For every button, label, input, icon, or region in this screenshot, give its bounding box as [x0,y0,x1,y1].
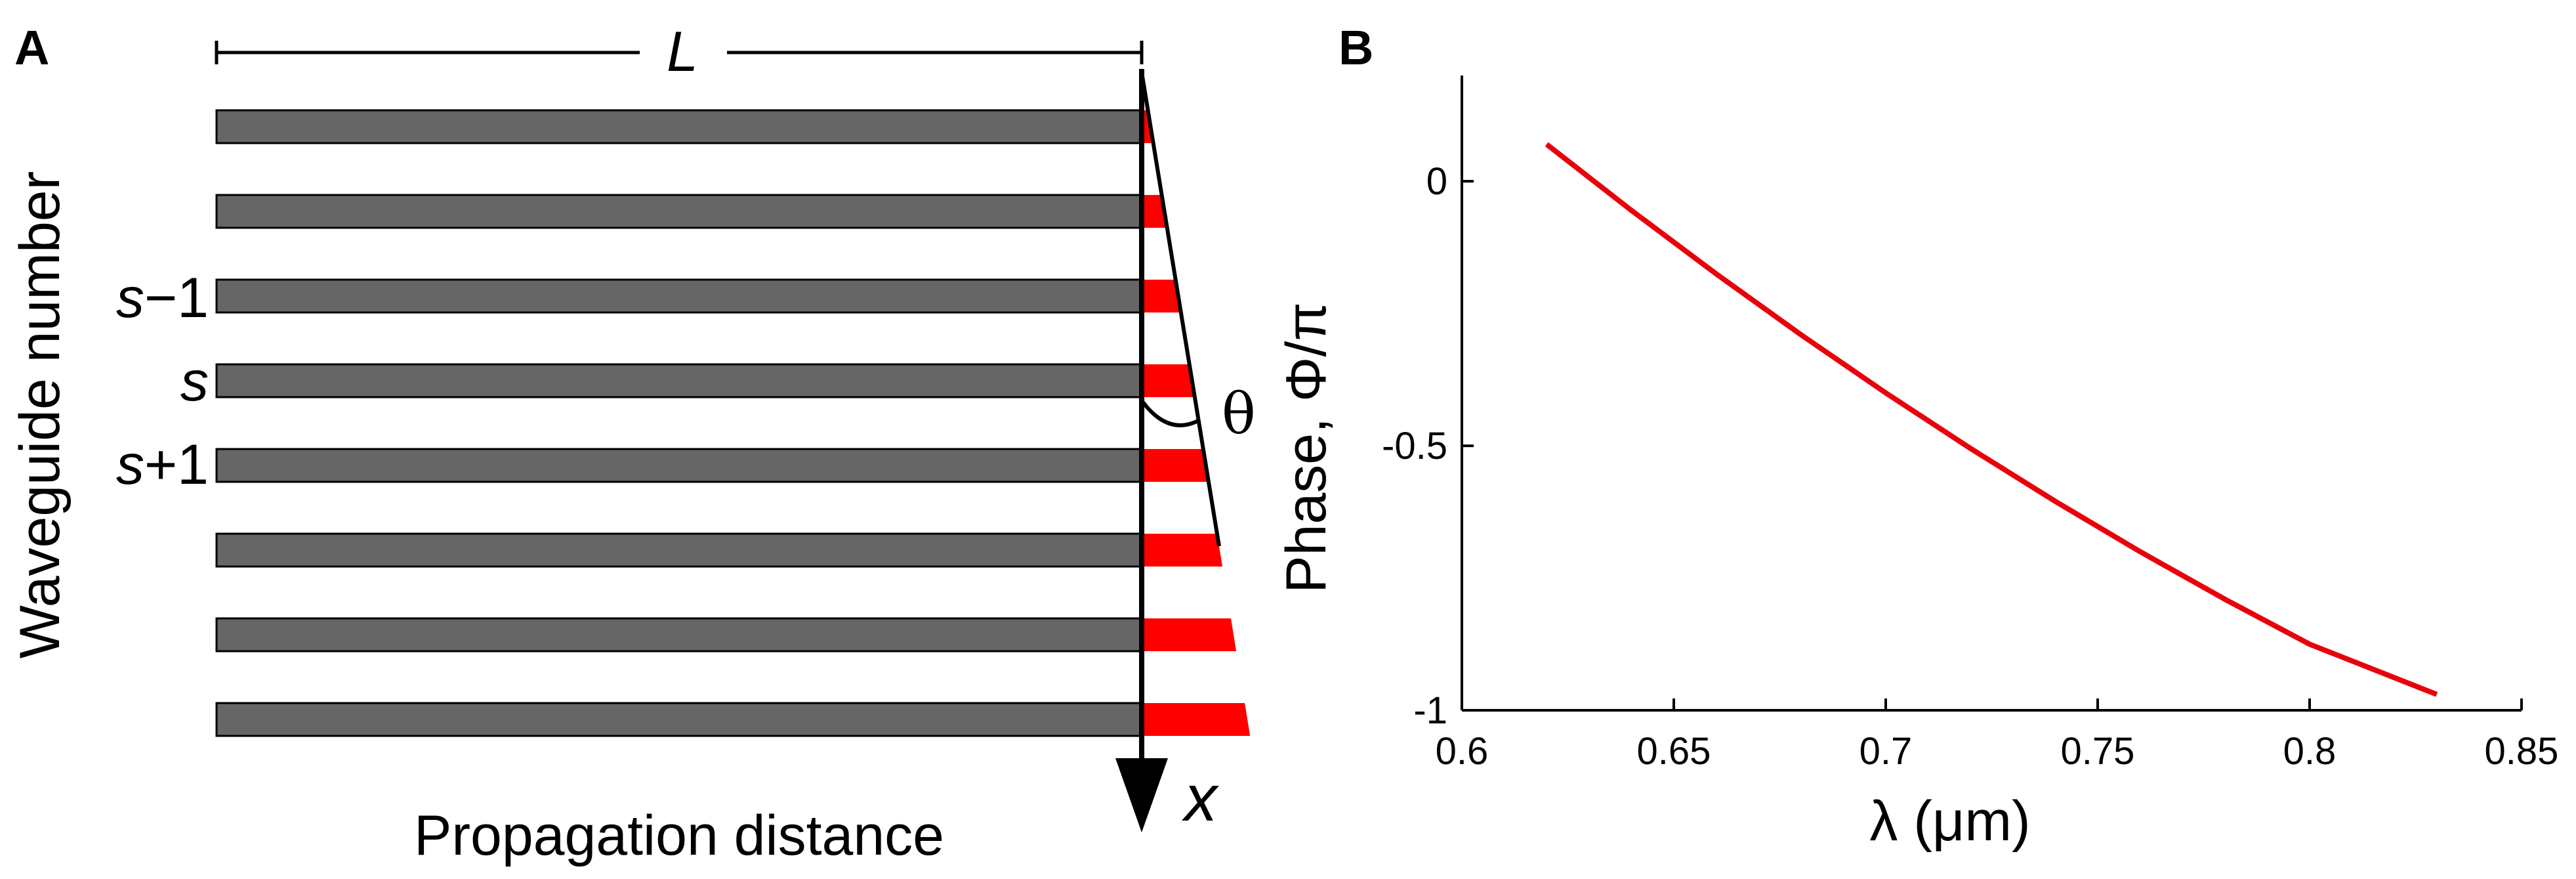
data-point [2054,501,2056,502]
data-point [2436,694,2438,695]
x-tick-label: 0.8 [2283,730,2337,773]
angle-label: θ [1222,381,1256,447]
y-axis-label: Phase, Φ/π [1275,302,1338,593]
panel-b-chart: B 0.6 0.65 0.7 0.75 0.8 0.85 -1 -0.5 0 Phase, Φ/… [1275,20,2558,853]
row-label-s: s [180,350,209,413]
x-tick-label: 0.7 [1859,730,1913,773]
x-tick-label: 0.65 [1637,730,1711,773]
phase-block-4 [1142,364,1195,397]
phase-block-5 [1142,449,1209,482]
panel-a-label: A [14,20,49,75]
phase-block-6 [1142,534,1223,567]
waveguide-group [215,109,1143,737]
phase-front-line [1140,72,1221,547]
waveguide-7 [215,617,1143,653]
x-axis-symbol: x [1182,761,1219,835]
x-tick-label: 0.6 [1436,730,1489,773]
phase-block-8 [1142,703,1251,736]
series-line-phase [1545,142,2438,697]
waveguide-6 [215,532,1143,568]
propagation-distance-label: Propagation distance [414,804,944,867]
row-label-s-minus-1: s−1 [116,267,209,330]
x-tick-label: 0.75 [2061,730,2135,773]
waveguide-8 [215,702,1143,737]
waveguide-4 [215,363,1143,398]
panel-b-label: B [1339,20,1373,75]
phase-chart: 0.6 0.65 0.7 0.75 0.8 0.85 -1 -0.5 0 [1382,75,2558,773]
data-point [1631,210,1632,211]
data-point [1800,334,1802,335]
data-point [1970,448,1971,449]
y-tick-label: 0 [1426,160,1447,203]
row-label-group: s−1 s s+1 [116,267,209,496]
waveguide-3 [215,278,1143,314]
waveguide-number-label: Waveguide number [9,171,72,659]
row-label-s-plus-1: s+1 [116,433,209,496]
phase-block-3 [1142,280,1181,312]
y-tick-label: -1 [1413,689,1447,732]
panel-a-schematic: A L s−1 s s+1 Waveguide number x θ Propa… [9,20,1256,867]
waveguide-5 [215,448,1143,483]
phase-block-7 [1142,618,1237,651]
y-tick-label: -0.5 [1382,425,1447,467]
x-tick-label: 0.85 [2485,730,2559,773]
waveguide-1 [215,109,1143,144]
x-axis-label: λ (μm) [1869,790,2030,853]
x-axis-arrow [1115,758,1168,832]
angle-arc [1140,399,1201,427]
waveguide-2 [215,194,1143,229]
phase-block-2 [1142,195,1167,228]
length-label: L [667,20,698,83]
